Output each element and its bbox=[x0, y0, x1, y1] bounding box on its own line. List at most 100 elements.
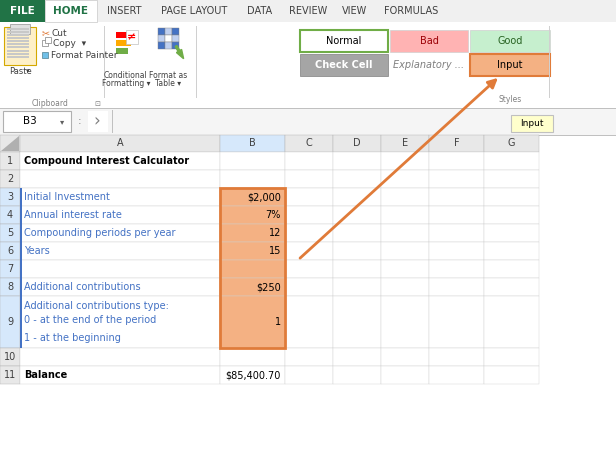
Text: 4: 4 bbox=[7, 210, 13, 220]
Bar bbox=[220, 260, 285, 278]
Bar bbox=[0, 135, 616, 455]
Bar bbox=[7, 34, 29, 35]
Bar bbox=[484, 170, 539, 188]
Text: $250: $250 bbox=[256, 282, 281, 292]
Bar bbox=[20, 188, 22, 206]
Bar bbox=[116, 48, 128, 54]
Text: ▾: ▾ bbox=[60, 117, 64, 126]
Text: PAGE LAYOUT: PAGE LAYOUT bbox=[161, 6, 228, 16]
Bar bbox=[20, 224, 22, 242]
Text: Additional contributions: Additional contributions bbox=[24, 282, 140, 292]
Bar bbox=[10, 24, 30, 34]
Text: B3: B3 bbox=[23, 116, 37, 126]
Bar bbox=[42, 52, 48, 58]
Bar bbox=[429, 170, 484, 188]
Bar bbox=[484, 260, 539, 278]
Bar bbox=[0, 206, 20, 224]
Text: :: : bbox=[78, 116, 82, 126]
Bar bbox=[381, 260, 429, 278]
Bar bbox=[7, 28, 29, 30]
Bar bbox=[333, 135, 381, 152]
Bar bbox=[429, 296, 484, 348]
Bar bbox=[381, 170, 429, 188]
Bar bbox=[333, 366, 381, 384]
Bar bbox=[549, 26, 550, 98]
Bar bbox=[0, 135, 616, 136]
Bar bbox=[172, 42, 179, 49]
Text: Good: Good bbox=[497, 36, 523, 46]
Bar bbox=[220, 135, 285, 152]
Bar bbox=[0, 108, 616, 109]
Bar bbox=[7, 53, 29, 55]
Bar bbox=[333, 296, 381, 348]
Bar bbox=[381, 224, 429, 242]
Bar bbox=[300, 54, 388, 76]
Bar bbox=[285, 170, 333, 188]
Bar bbox=[0, 108, 616, 135]
Text: 2: 2 bbox=[7, 174, 13, 184]
Text: Input: Input bbox=[497, 60, 523, 70]
Text: 1: 1 bbox=[7, 156, 13, 166]
Bar bbox=[20, 278, 22, 296]
Text: 5: 5 bbox=[7, 228, 13, 238]
Bar bbox=[484, 296, 539, 348]
Text: REVIEW: REVIEW bbox=[290, 6, 328, 16]
Bar bbox=[7, 31, 29, 32]
Bar bbox=[7, 37, 29, 39]
Bar bbox=[20, 296, 22, 348]
Bar bbox=[158, 28, 164, 35]
Bar bbox=[45, 37, 51, 43]
Bar bbox=[285, 152, 333, 170]
Bar bbox=[165, 42, 171, 49]
Bar bbox=[0, 260, 20, 278]
Bar bbox=[172, 35, 179, 41]
Bar bbox=[381, 278, 429, 296]
Text: Conditional: Conditional bbox=[104, 71, 148, 81]
Bar bbox=[45, 0, 97, 22]
Text: 7: 7 bbox=[7, 264, 13, 274]
Bar bbox=[116, 32, 134, 38]
Bar bbox=[285, 224, 333, 242]
Text: B: B bbox=[249, 138, 256, 148]
Bar bbox=[0, 278, 20, 296]
Bar bbox=[20, 260, 220, 278]
Bar bbox=[0, 0, 45, 22]
Bar bbox=[20, 206, 22, 224]
Bar bbox=[484, 366, 539, 384]
Bar bbox=[196, 26, 197, 98]
Bar bbox=[470, 54, 550, 76]
Bar bbox=[484, 224, 539, 242]
Bar bbox=[381, 348, 429, 366]
Bar bbox=[20, 170, 220, 188]
Bar bbox=[484, 152, 539, 170]
Text: 1: 1 bbox=[275, 317, 281, 327]
Bar bbox=[20, 296, 220, 348]
Text: Compounding periods per year: Compounding periods per year bbox=[24, 228, 176, 238]
Text: ›: › bbox=[94, 112, 100, 131]
Text: Check Cell: Check Cell bbox=[315, 60, 373, 70]
Text: HOME: HOME bbox=[54, 6, 89, 16]
Bar bbox=[285, 188, 333, 206]
Bar bbox=[285, 135, 333, 152]
Text: Table ▾: Table ▾ bbox=[155, 79, 181, 87]
Bar bbox=[0, 98, 105, 108]
Bar bbox=[429, 135, 484, 152]
Bar bbox=[220, 170, 285, 188]
Bar bbox=[0, 108, 616, 109]
Bar bbox=[333, 260, 381, 278]
Text: A: A bbox=[116, 138, 123, 148]
Bar bbox=[42, 40, 48, 46]
Bar bbox=[470, 30, 550, 52]
Text: DATA: DATA bbox=[247, 6, 272, 16]
Text: 12: 12 bbox=[269, 228, 281, 238]
Bar bbox=[429, 348, 484, 366]
Text: 1 - at the beginning: 1 - at the beginning bbox=[24, 333, 121, 343]
Bar bbox=[7, 43, 29, 45]
Bar bbox=[7, 40, 29, 41]
Bar bbox=[88, 111, 108, 132]
Bar bbox=[20, 242, 220, 260]
Bar bbox=[381, 152, 429, 170]
Text: $85,400.70: $85,400.70 bbox=[225, 370, 281, 380]
Text: Paste: Paste bbox=[9, 66, 31, 76]
Bar bbox=[4, 27, 36, 65]
